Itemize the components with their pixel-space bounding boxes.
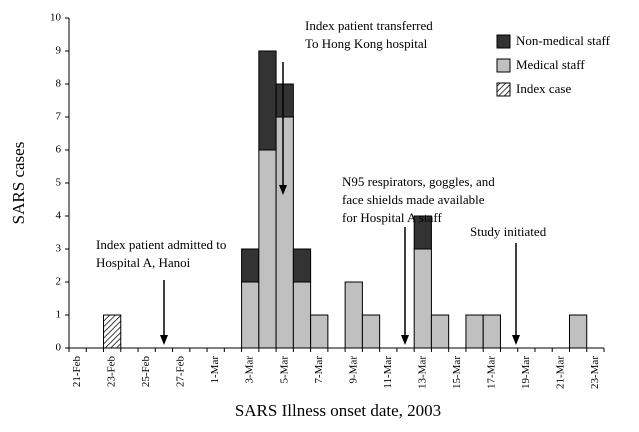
bar-segment bbox=[241, 281, 260, 349]
arrow-head bbox=[279, 185, 287, 195]
x-tick-label: 15-Mar bbox=[451, 356, 463, 389]
x-tick-label: 13-Mar bbox=[416, 356, 428, 389]
annotation-text: Study initiated bbox=[470, 224, 547, 239]
bar-segment bbox=[103, 314, 122, 349]
x-tick-label: 1-Mar bbox=[209, 356, 221, 384]
x-tick-label: 17-Mar bbox=[485, 356, 497, 389]
y-tick-label: 4 bbox=[56, 210, 62, 222]
legend-label: Index case bbox=[516, 81, 571, 96]
y-tick-label: 0 bbox=[56, 342, 62, 354]
x-tick-label: 19-Mar bbox=[520, 356, 532, 389]
bar-segment bbox=[275, 83, 294, 118]
bar-segment bbox=[241, 248, 260, 283]
x-tick-label: 23-Feb bbox=[106, 356, 118, 388]
y-tick-label: 8 bbox=[56, 78, 62, 90]
y-tick-label: 5 bbox=[56, 177, 62, 189]
bar-segment bbox=[361, 314, 381, 349]
bar-segment bbox=[413, 215, 432, 250]
bar-segment bbox=[310, 314, 329, 349]
x-tick-label: 25-Feb bbox=[140, 356, 152, 388]
annotation-text: Index patient admitted to bbox=[96, 237, 226, 252]
bar-segment bbox=[482, 314, 501, 349]
legend-swatch bbox=[496, 34, 511, 49]
annotation-text: Index patient transferred bbox=[305, 18, 433, 33]
arrow-head bbox=[512, 335, 520, 345]
bar-segment bbox=[258, 149, 277, 349]
x-tick-label: 21-Mar bbox=[554, 356, 566, 389]
annotation-text: N95 respirators, goggles, and bbox=[342, 174, 495, 189]
x-tick-label: 11-Mar bbox=[382, 356, 394, 389]
y-tick-label: 10 bbox=[50, 12, 62, 24]
legend-swatch bbox=[496, 58, 511, 73]
bar-segment bbox=[275, 116, 294, 349]
legend-label: Non-medical staff bbox=[516, 33, 611, 48]
bar-segment bbox=[413, 248, 432, 349]
x-axis-title: SARS Illness onset date, 2003 bbox=[235, 401, 441, 420]
bar-segment bbox=[292, 248, 312, 283]
x-tick-label: 3-Mar bbox=[244, 356, 256, 384]
bar-segment bbox=[344, 281, 363, 349]
annotation-text: for Hospital A staff bbox=[342, 210, 442, 225]
x-tick-label: 9-Mar bbox=[347, 356, 359, 384]
annotation-text: To Hong Kong hospital bbox=[305, 36, 428, 51]
annotation-text: Hospital A, Hanoi bbox=[96, 255, 191, 270]
bar-segment bbox=[258, 50, 277, 151]
bar-segment bbox=[568, 314, 588, 349]
x-tick-label: 23-Mar bbox=[589, 356, 601, 389]
annotation-text: face shields made available bbox=[342, 192, 485, 207]
legend-swatch bbox=[496, 82, 511, 97]
x-tick-label: 21-Feb bbox=[71, 356, 83, 388]
legend-label: Medical staff bbox=[516, 57, 585, 72]
y-axis-title: SARS cases bbox=[9, 142, 28, 225]
y-tick-label: 9 bbox=[56, 45, 62, 57]
y-tick-label: 1 bbox=[56, 309, 62, 321]
y-tick-label: 2 bbox=[56, 276, 62, 288]
y-tick-label: 3 bbox=[56, 243, 62, 255]
y-tick-label: 7 bbox=[56, 111, 62, 123]
x-tick-label: 27-Feb bbox=[175, 356, 187, 388]
arrow-head bbox=[401, 335, 409, 345]
x-tick-label: 7-Mar bbox=[313, 356, 325, 384]
bar-segment bbox=[292, 281, 312, 349]
x-tick-label: 5-Mar bbox=[278, 356, 290, 384]
bar-segment bbox=[465, 314, 484, 349]
arrow-head bbox=[160, 335, 168, 345]
bar-segment bbox=[430, 314, 450, 349]
y-tick-label: 6 bbox=[56, 144, 62, 156]
